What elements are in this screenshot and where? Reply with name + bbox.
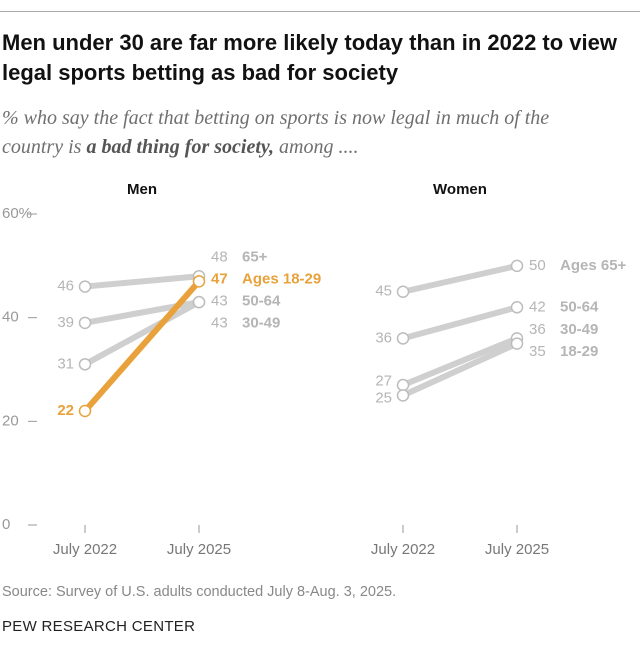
point	[396, 389, 410, 402]
value-label: 25	[375, 390, 392, 407]
point	[192, 275, 206, 288]
charts: Men 0 20 40 60% July 2022 July 2025 46 48 65+ 39 43…	[2, 181, 627, 558]
value-label: 43	[211, 314, 228, 331]
slope-line	[82, 273, 202, 290]
point	[510, 301, 524, 314]
value-label: 27	[375, 373, 392, 390]
series-label: Ages 65+	[560, 257, 627, 274]
value-label: 48	[211, 248, 228, 265]
footer: PEW RESEARCH CENTER	[2, 618, 196, 635]
point	[510, 259, 524, 273]
value-label: 43	[211, 292, 228, 309]
point	[510, 337, 524, 350]
value-label: 31	[57, 355, 74, 372]
point	[192, 295, 206, 309]
value-label: 36	[529, 321, 546, 338]
value-label: 42	[529, 298, 546, 315]
point	[396, 285, 410, 298]
point	[78, 316, 92, 330]
panel-title: Men	[127, 181, 157, 198]
value-label: 22	[57, 402, 74, 419]
x-tick-label: July 2025	[485, 541, 549, 558]
point	[396, 332, 410, 345]
series-label: 65+	[242, 248, 268, 265]
slope-line	[400, 340, 520, 399]
series-label: Ages 18-29	[242, 270, 321, 287]
slope-line	[400, 335, 520, 389]
top-rule	[0, 11, 640, 12]
value-label: 50	[529, 257, 546, 274]
y-tick-label: 20	[2, 412, 19, 429]
series-label: 30-49	[242, 314, 280, 331]
y-tick-label: 60%	[2, 205, 32, 222]
slope-line	[400, 304, 520, 342]
point	[78, 358, 92, 371]
subtitle: % who say the fact that betting on sport…	[2, 104, 602, 162]
value-label: 39	[57, 314, 74, 331]
series-label: 30-49	[560, 321, 598, 338]
value-label: 45	[375, 283, 392, 300]
point	[396, 378, 410, 392]
subtitle-emphasis: a bad thing for society,	[86, 136, 275, 158]
x-tick-label: July 2022	[53, 541, 117, 558]
series-label: 18-29	[560, 343, 598, 360]
y-tick-label: 0	[2, 516, 10, 533]
title: Men under 30 are far more likely today t…	[2, 30, 617, 85]
series-label: 50-64	[242, 292, 281, 309]
value-label: 46	[57, 278, 74, 295]
source: Source: Survey of U.S. adults conducted …	[2, 584, 397, 600]
subtitle-text: % who say the fact that betting on sport…	[2, 107, 550, 158]
slope-line	[400, 262, 520, 295]
x-tick-label: July 2022	[371, 541, 435, 558]
value-label: 47	[211, 270, 228, 287]
slope-line	[82, 278, 202, 414]
value-label: 35	[529, 343, 546, 360]
y-tick-label: 40	[2, 309, 19, 326]
slope-line	[82, 299, 202, 368]
panel-title: Women	[433, 181, 487, 198]
x-tick-label: July 2025	[167, 541, 231, 558]
point	[78, 280, 92, 293]
value-label: 36	[375, 329, 392, 346]
point	[78, 404, 92, 418]
series-label: 50-64	[560, 298, 599, 315]
subtitle-text: among ....	[274, 136, 359, 158]
